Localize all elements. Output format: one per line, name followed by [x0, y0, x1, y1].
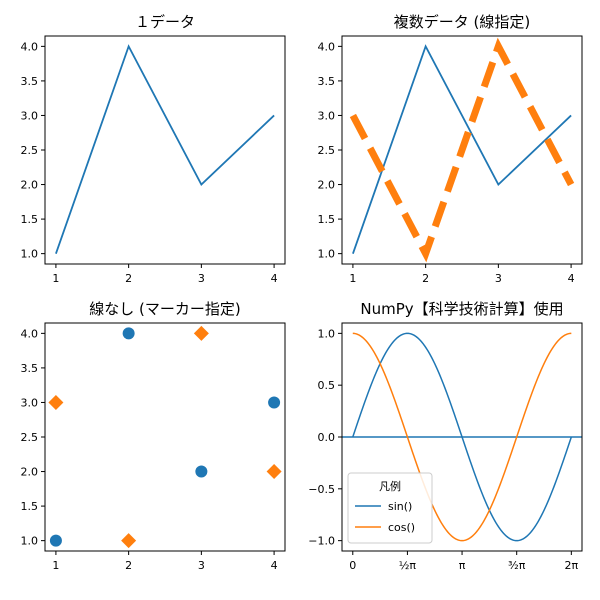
y-tick-label: 3.0	[21, 109, 39, 122]
chart-panel-1: １データ 1.0 1.5 2.0 2.5 3.0 3.5 4.0 1 2 3 4	[21, 13, 286, 285]
y-tick-label: 3.5	[318, 75, 336, 88]
y-tick-label: −1.0	[308, 535, 335, 548]
legend-entry: cos()	[388, 521, 415, 534]
plot-area	[55, 44, 275, 254]
y-tick-label: 2.5	[21, 144, 39, 157]
y-tick-label: 4.0	[21, 40, 39, 53]
diamond-marker	[266, 464, 282, 480]
legend-box	[347, 472, 433, 544]
y-tick-label: 2.5	[318, 144, 336, 157]
y-tick-label: 2.0	[21, 179, 39, 192]
x-tick-label: 4	[271, 559, 278, 572]
y-tick-label: 1.5	[318, 213, 336, 226]
y-tick-label: 1.0	[21, 535, 39, 548]
y-tick-label: 1.5	[21, 500, 39, 513]
y-tick-label: 1.0	[21, 248, 39, 261]
chart-title: 複数データ (線指定)	[394, 13, 530, 31]
y-tick-label: −0.5	[308, 483, 335, 496]
y-tick-label: 2.0	[21, 466, 39, 479]
y-tick-label: 0.0	[318, 431, 336, 444]
x-tick-label: 2	[125, 559, 132, 572]
x-tick-label: 3	[495, 272, 502, 285]
circle-marker	[195, 465, 208, 478]
series-line-1	[352, 44, 572, 254]
circle-marker	[122, 327, 135, 340]
x-tick-label: 0	[349, 559, 356, 572]
y-tick-label: 3.5	[21, 362, 39, 375]
series-line-1	[55, 44, 275, 254]
plot-area	[342, 332, 582, 542]
x-tick-label: 4	[568, 272, 575, 285]
diamond-marker	[193, 325, 209, 341]
y-tick-label: 3.5	[21, 75, 39, 88]
legend-entry: sin()	[388, 500, 412, 513]
y-tick-label: 1.5	[21, 213, 39, 226]
y-tick-label: 2.5	[21, 431, 39, 444]
axes-frame	[341, 322, 583, 552]
plot-area	[349, 37, 575, 263]
x-tick-label: 3	[198, 272, 205, 285]
chart-title: １データ	[135, 13, 195, 31]
circle-marker	[49, 534, 62, 547]
chart-panel-2: 複数データ (線指定) 1.0 1.5 2.0 2.5 3.0 3.5 4.0 1 2 3 4	[318, 13, 583, 285]
axes-frame	[44, 35, 286, 265]
chart-title: 線なし (マーカー指定)	[89, 300, 240, 318]
x-tick-label: 1	[349, 272, 356, 285]
y-tick-label: 1.0	[318, 248, 336, 261]
y-tick-label: 3.0	[318, 109, 336, 122]
circle-marker	[268, 396, 281, 409]
legend: 凡例 sin() cos()	[347, 472, 433, 544]
y-tick-label: 4.0	[21, 327, 39, 340]
x-tick-label: 2π	[565, 559, 579, 572]
legend-title: 凡例	[379, 479, 401, 493]
x-tick-label: π	[459, 559, 466, 572]
diamond-marker	[48, 394, 64, 410]
x-tick-label: 3	[198, 559, 205, 572]
x-tick-label: ½π	[399, 559, 417, 572]
x-tick-label: ³⁄₂π	[508, 559, 526, 572]
y-tick-label: 2.0	[318, 179, 336, 192]
axes-frame	[341, 35, 583, 265]
x-tick-label: 4	[271, 272, 278, 285]
y-tick-label: 4.0	[318, 40, 336, 53]
axes-frame	[44, 322, 286, 552]
y-tick-label: 3.0	[21, 396, 39, 409]
y-tick-label: 1.0	[318, 327, 336, 340]
cos-line	[352, 332, 572, 542]
x-tick-label: 1	[52, 559, 59, 572]
y-tick-label: 0.5	[318, 379, 336, 392]
sin-line	[352, 332, 573, 542]
chart-panel-4: NumPy【科学技術計算】使用 −1.0 −0.5 0.0 0.5 1.0 0 ½π π ³⁄₂π…	[308, 300, 583, 572]
chart-panel-3: 線なし (マーカー指定) 1.0 1.5 2.0 2.5 3.0 3.5 4.0 1 2 3 4	[21, 300, 286, 572]
x-tick-label: 2	[422, 272, 429, 285]
chart-title: NumPy【科学技術計算】使用	[360, 300, 563, 318]
diamond-marker	[121, 533, 137, 549]
series-line-2	[349, 37, 575, 263]
x-tick-label: 2	[125, 272, 132, 285]
x-tick-label: 1	[52, 272, 59, 285]
